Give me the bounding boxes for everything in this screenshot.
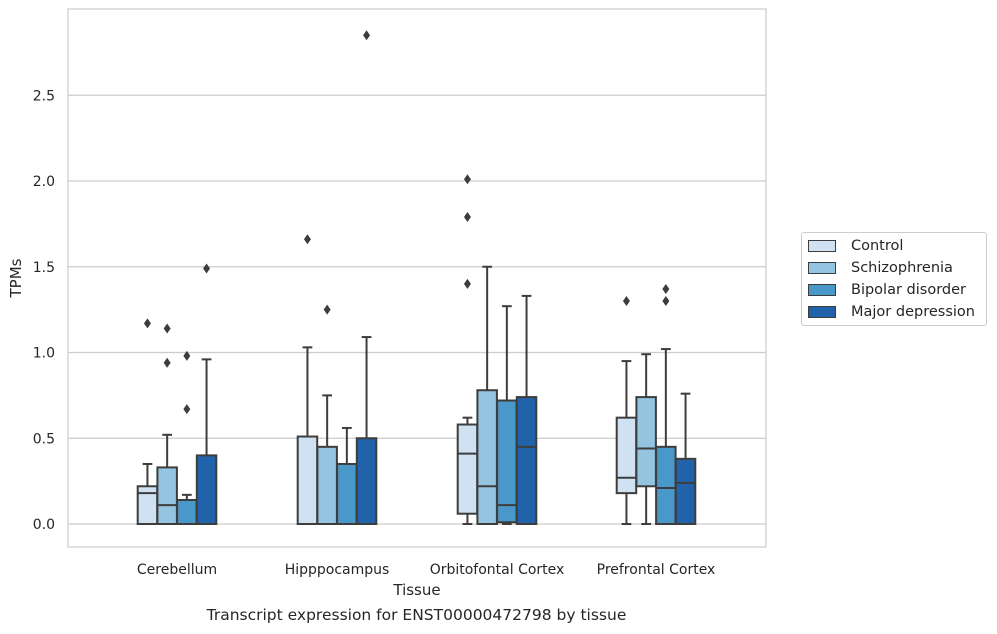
- box-2-3: [515, 294, 538, 525]
- box-body: [674, 457, 697, 525]
- legend: Control Schizophrenia Bipolar disorder M…: [801, 232, 987, 326]
- outlier-point: [163, 323, 171, 334]
- legend-label-schizophrenia: Schizophrenia: [851, 260, 953, 276]
- outlier-point: [183, 404, 191, 415]
- legend-item-schizophrenia: Schizophrenia: [808, 258, 953, 278]
- box-body: [195, 454, 218, 525]
- legend-label-major-depression: Major depression: [851, 304, 975, 320]
- x-tick-labels: Cerebellum Hipppocampus Orbitofontal Corte…: [137, 562, 715, 578]
- box-2-2: [496, 305, 518, 525]
- x-axis-title: Tissue: [392, 581, 440, 599]
- box-body: [456, 423, 479, 515]
- box-1-2: [336, 426, 358, 526]
- box-0-1: [156, 323, 178, 525]
- x-tick-label: Cerebellum: [137, 562, 217, 578]
- box-0-3: [195, 263, 218, 525]
- y-tick-label: 1.5: [33, 260, 55, 276]
- legend-swatch-schizophrenia: [808, 262, 836, 274]
- x-tick-label: Hipppocampus: [285, 562, 390, 578]
- outlier-point: [662, 284, 670, 295]
- box-body: [635, 396, 657, 488]
- y-tick-label: 0.5: [33, 431, 55, 447]
- y-tick-label: 0.0: [33, 517, 55, 533]
- outlier-point: [463, 174, 471, 185]
- outlier-point: [662, 296, 670, 307]
- outlier-point: [203, 263, 211, 274]
- y-axis-title: TPMs: [7, 258, 25, 298]
- outlier-point: [622, 296, 630, 307]
- legend-swatch-major-depression: [808, 306, 836, 318]
- legend-item-major-depression: Major depression: [808, 302, 975, 322]
- y-tick-labels: 0.0 0.5 1.0 1.5 2.0 2.5: [33, 88, 55, 533]
- box-body: [176, 498, 198, 525]
- box-body: [316, 445, 338, 526]
- box-body: [136, 485, 159, 525]
- legend-item-bipolar-disorder: Bipolar disorder: [808, 280, 966, 300]
- box-body: [156, 466, 178, 525]
- outlier-point: [463, 278, 471, 289]
- y-tick-label: 2.5: [33, 88, 55, 104]
- legend-label-control: Control: [851, 238, 904, 254]
- box-3-0: [615, 296, 638, 525]
- box-3-3: [674, 392, 697, 525]
- box-1-1: [316, 304, 338, 526]
- boxes: [136, 30, 697, 526]
- outlier-point: [163, 357, 171, 368]
- x-tick-label: Prefrontal Cortex: [597, 562, 716, 578]
- y-tick-label: 2.0: [33, 174, 55, 190]
- y-tick-label: 1.0: [33, 346, 55, 362]
- legend-item-control: Control: [808, 236, 903, 256]
- outlier-point: [183, 350, 191, 361]
- box-body: [476, 389, 498, 526]
- outlier-point: [303, 234, 311, 245]
- box-1-3: [355, 30, 378, 525]
- box-3-1: [635, 353, 657, 525]
- legend-swatch-control: [808, 240, 836, 252]
- box-0-2: [176, 350, 198, 525]
- legend-swatch-bipolar-disorder: [808, 284, 836, 296]
- outlier-point: [463, 212, 471, 223]
- box-body: [615, 416, 638, 495]
- box-body: [496, 399, 518, 524]
- box-body: [296, 435, 319, 525]
- outlier-point: [363, 30, 371, 41]
- box-body: [355, 437, 378, 525]
- outlier-point: [143, 318, 151, 329]
- box-2-1: [476, 265, 498, 526]
- x-tick-label: Orbitofontal Cortex: [430, 562, 565, 578]
- box-body: [336, 462, 358, 526]
- box-body: [655, 445, 677, 526]
- chart-caption: Transcript expression for ENST0000047279…: [206, 606, 627, 624]
- box-body: [515, 396, 538, 525]
- legend-label-bipolar-disorder: Bipolar disorder: [851, 282, 966, 298]
- outlier-point: [323, 304, 331, 315]
